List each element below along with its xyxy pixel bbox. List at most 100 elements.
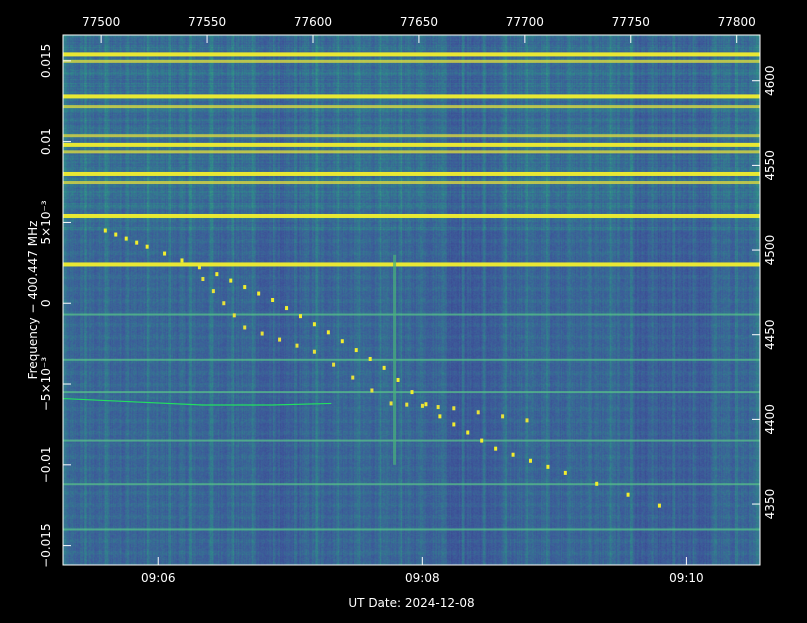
- y-right-tick-label: 4450: [763, 319, 777, 350]
- drifting-signal-point: [410, 390, 414, 395]
- drifting-signal-point: [298, 314, 302, 319]
- heatmap: [63, 35, 760, 565]
- satellite-signal-point: [405, 402, 409, 407]
- dim-channel-line: [63, 358, 760, 361]
- y-left-tick-label: −0.01: [39, 446, 53, 483]
- y-left-tick-label: −0.015: [39, 523, 53, 567]
- drifting-signal-point: [215, 272, 219, 277]
- drifting-signal-point: [480, 438, 484, 443]
- moderate-channel-line: [63, 59, 760, 63]
- y-left-tick-label: −5×10⁻³: [39, 357, 53, 411]
- satellite-signal-point: [222, 301, 226, 306]
- x-bottom-tick-label: 09:10: [669, 571, 704, 585]
- bright-channel-line: [63, 171, 760, 176]
- moderate-channel-line: [63, 150, 760, 154]
- drifting-signal-point: [396, 377, 400, 382]
- drifting-signal-point: [452, 422, 456, 427]
- drifting-signal-point: [285, 306, 289, 311]
- y-left-tick-label: 0.01: [39, 128, 53, 155]
- drifting-signal-point: [103, 228, 107, 233]
- satellite-signal-point: [211, 289, 215, 294]
- x-bottom-tick-label: 09:06: [141, 571, 176, 585]
- drifting-signal-point: [424, 402, 428, 407]
- x-top-tick-label: 77650: [400, 15, 438, 29]
- satellite-signal-point: [370, 388, 374, 393]
- y-left-tick-label: 0: [39, 299, 53, 307]
- y-left-tick-label: 0.015: [39, 44, 53, 78]
- satellite-signal-point: [260, 331, 264, 336]
- drifting-signal-point: [229, 278, 233, 283]
- dim-channel-line: [63, 483, 760, 486]
- satellite-signal-point: [278, 337, 282, 342]
- satellite-signal-point: [232, 313, 236, 318]
- drifting-signal-point: [124, 236, 128, 241]
- satellite-signal-point: [312, 349, 316, 354]
- x-top-tick-label: 77800: [718, 15, 756, 29]
- x-axis-label: UT Date: 2024-12-08: [348, 596, 474, 610]
- drifting-signal-point: [595, 481, 599, 486]
- drifting-signal-point: [657, 503, 661, 508]
- drifting-signal-point: [326, 330, 330, 335]
- satellite-signal-point: [389, 401, 393, 406]
- axis-ticks: 09:06 09:08 09:10 77500 77550 77600 77650 77700…: [39, 15, 777, 585]
- x-top-tick-label: 77750: [612, 15, 650, 29]
- satellite-signal-point: [243, 325, 247, 330]
- bright-channel-line: [63, 52, 760, 57]
- drifting-signal-point: [243, 285, 247, 290]
- y-axis-label: Frequency − 400.447 MHz: [26, 221, 40, 380]
- x-bottom-tick-label: 09:08: [405, 571, 440, 585]
- drifting-signal-point: [528, 458, 532, 463]
- satellite-signal-point: [501, 414, 505, 419]
- bright-channel-line: [63, 142, 760, 147]
- satellite-signal-point: [476, 410, 480, 415]
- y-left-tick-label: 5×10⁻³: [39, 200, 53, 244]
- moderate-channel-line: [63, 105, 760, 109]
- y-right-tick-label: 4400: [763, 404, 777, 435]
- green-trace-line: [62, 397, 332, 406]
- satellite-signal-point: [201, 276, 205, 281]
- drifting-signal-point: [271, 298, 275, 302]
- y-right-tick-label: 4350: [763, 489, 777, 520]
- drifting-signal-point: [312, 322, 316, 327]
- x-top-tick-label: 77550: [188, 15, 226, 29]
- drifting-signal-point: [354, 348, 358, 353]
- satellite-signal-point: [295, 343, 299, 348]
- drifting-signal-point: [114, 232, 118, 237]
- drifting-signal-point: [180, 258, 184, 263]
- x-top-tick-label: 77700: [506, 15, 544, 29]
- satellite-signal-point: [420, 403, 424, 408]
- drifting-signal-point: [494, 446, 498, 451]
- y-right-tick-label: 4500: [763, 235, 777, 266]
- satellite-signal-point: [436, 405, 440, 410]
- drifting-signal-point: [340, 339, 344, 344]
- satellite-signal-point: [525, 418, 529, 423]
- bright-channel-line: [63, 262, 760, 267]
- plot-frame: [62, 34, 761, 566]
- drifting-signal-point: [257, 291, 261, 296]
- drifting-signal-point: [438, 414, 442, 419]
- satellite-signal-point: [351, 375, 355, 380]
- drifting-signal-point: [546, 464, 550, 469]
- bright-channel-line: [63, 213, 760, 218]
- drifting-signal-point: [135, 240, 139, 245]
- drifting-signal-point: [145, 244, 149, 249]
- satellite-signal-point: [332, 362, 336, 367]
- dim-channel-line: [63, 313, 760, 316]
- satellite-signal-point: [452, 406, 456, 411]
- moderate-channel-line: [63, 134, 760, 138]
- drifting-signal-point: [626, 492, 630, 497]
- drifting-signal-point: [163, 251, 167, 256]
- drifting-signal-point: [466, 430, 470, 435]
- drifting-signal-point: [197, 265, 201, 270]
- drifting-signal-point: [382, 365, 386, 370]
- heatmap-image: [63, 35, 760, 565]
- bright-channel-line: [63, 94, 760, 99]
- y-right-tick-label: 4600: [763, 65, 777, 96]
- x-top-tick-label: 77500: [82, 15, 120, 29]
- broadband-burst: [393, 254, 397, 465]
- dim-channel-line: [63, 528, 760, 531]
- y-right-tick-label: 4550: [763, 150, 777, 181]
- drifting-signal-point: [368, 356, 372, 361]
- drifting-signal-point: [563, 470, 567, 475]
